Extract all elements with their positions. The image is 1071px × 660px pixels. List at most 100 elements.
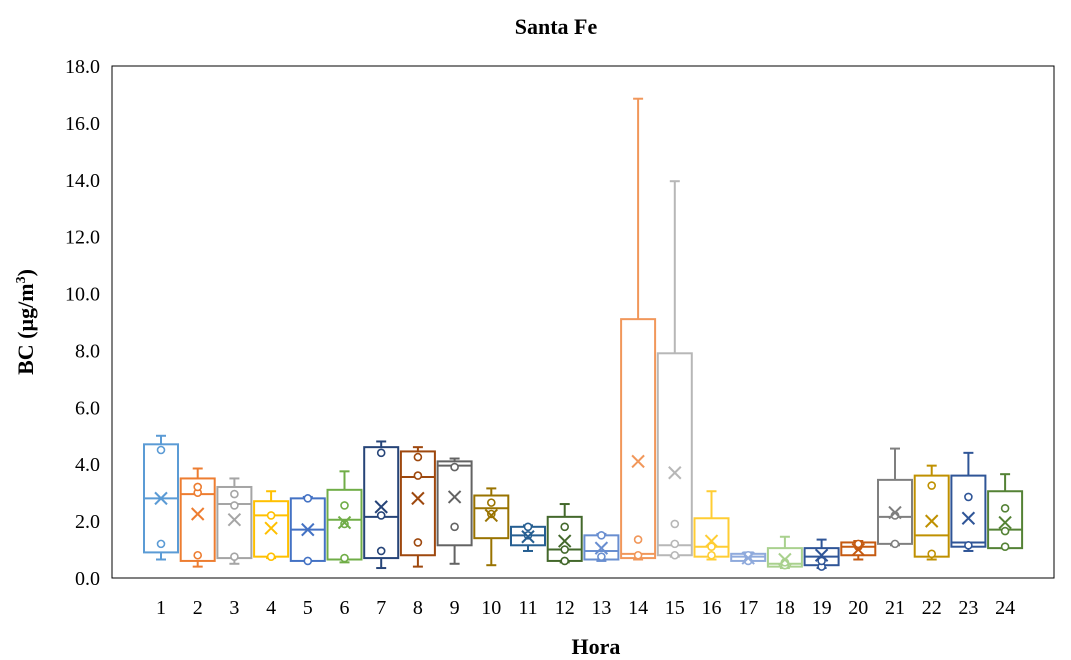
y-axis-title: BC (µg/m3) [13,269,38,375]
box-hour-6 [326,470,363,564]
mean-marker-stroke [704,534,719,548]
mean-marker [741,551,755,565]
mean-marker [557,534,572,548]
x-tick-label: 11 [518,597,537,619]
box-hour-2 [179,467,216,568]
data-point [597,531,606,540]
data-point [707,542,716,552]
data-point [340,519,349,529]
mean-marker-stroke [998,515,1012,530]
box-hour-11 [510,522,546,552]
mean-marker-stroke [631,454,645,469]
box-hour-1 [143,434,179,561]
x-tick-label: 3 [229,597,239,619]
box-iqr [363,446,400,560]
mean-marker [851,542,866,557]
box-iqr [987,490,1024,550]
data-point [230,489,239,499]
mean-marker [961,511,976,525]
boxes-group [143,97,1024,571]
data-point [1000,504,1010,513]
y-tick-label: 0.0 [75,568,100,590]
x-axis-title: Hora [572,634,621,659]
mean-marker-stroke [924,514,939,528]
mean-marker [594,541,609,555]
data-point [266,511,276,520]
mean-marker [888,505,902,520]
mean-marker-stroke [484,508,499,523]
data-point [670,519,680,529]
mean-marker-stroke [668,466,682,480]
x-tick-label: 23 [958,597,978,619]
box-hour-20 [840,539,877,561]
x-axis-ticks: 1 2 3 4 5 6 7 8 9 10 11 12 13 14 15 16 17 18 19 20 21 22 23 24 [156,597,1015,619]
box-iqr [620,318,657,560]
mean-marker [337,515,352,530]
data-point [523,522,533,532]
x-tick-label: 9 [450,597,460,619]
x-tick-label: 12 [555,597,575,619]
mean-marker [227,512,242,527]
mean-marker-stroke [814,548,829,562]
box-iqr [399,450,436,557]
box-hour-4 [253,490,290,561]
box-iqr [436,460,473,547]
mean-marker [190,507,205,521]
mean-marker-stroke [888,505,902,520]
mean-marker-stroke [447,490,462,504]
x-tick-label: 19 [812,597,832,619]
mean-marker-stroke [337,515,352,530]
data-point [890,539,900,549]
mean-marker-stroke [411,491,425,506]
box-hour-8 [399,446,436,568]
box-hour-9 [436,457,473,565]
mean-marker [668,466,682,480]
plot-area-border [111,65,1055,579]
y-tick-label: 18.0 [65,56,100,78]
y-tick-label: 14.0 [65,170,100,192]
y-tick-label: 8.0 [75,340,100,362]
box-hour-18 [766,535,803,570]
box-iqr [216,485,253,560]
box-hour-19 [803,538,840,571]
mean-marker [264,521,278,535]
mean-marker-stroke [961,511,976,525]
mean-marker [924,514,939,528]
data-point [560,556,570,566]
box-hour-13 [583,531,620,562]
data-point [193,550,202,560]
x-tick-label: 22 [922,597,942,619]
mean-marker-stroke [264,521,278,535]
y-axis-title-close: ) [13,269,38,276]
box-hour-14 [620,97,657,561]
mean-marker-stroke [374,500,388,514]
data-point [376,448,386,458]
x-tick-label: 10 [481,597,501,619]
y-tick-label: 6.0 [75,397,100,419]
box-iqr [950,474,987,548]
x-tick-label: 21 [885,597,905,619]
x-tick-label: 8 [413,597,423,619]
mean-marker [484,508,499,523]
x-tick-label: 17 [738,597,758,619]
data-point [817,556,826,566]
y-axis-ticks: 0.0 2.0 4.0 6.0 8.0 10.0 12.0 14.0 16.0 18.0 [65,56,100,590]
x-tick-label: 7 [376,597,386,619]
x-tick-label: 13 [591,597,611,619]
box-hour-24 [987,473,1024,552]
data-point [303,556,313,566]
x-tick-label: 14 [628,597,648,619]
data-point [340,553,349,563]
mean-marker [631,454,645,469]
x-tick-label: 16 [702,597,722,619]
data-point [156,539,166,549]
x-tick-label: 20 [848,597,868,619]
chart-title: Santa Fe [515,14,598,39]
y-tick-label: 10.0 [65,284,100,306]
box-hour-7 [363,440,400,570]
box-hour-5 [289,494,326,566]
box-hour-16 [693,490,730,561]
mean-marker-stroke [778,552,792,567]
mean-marker-stroke [227,512,242,527]
